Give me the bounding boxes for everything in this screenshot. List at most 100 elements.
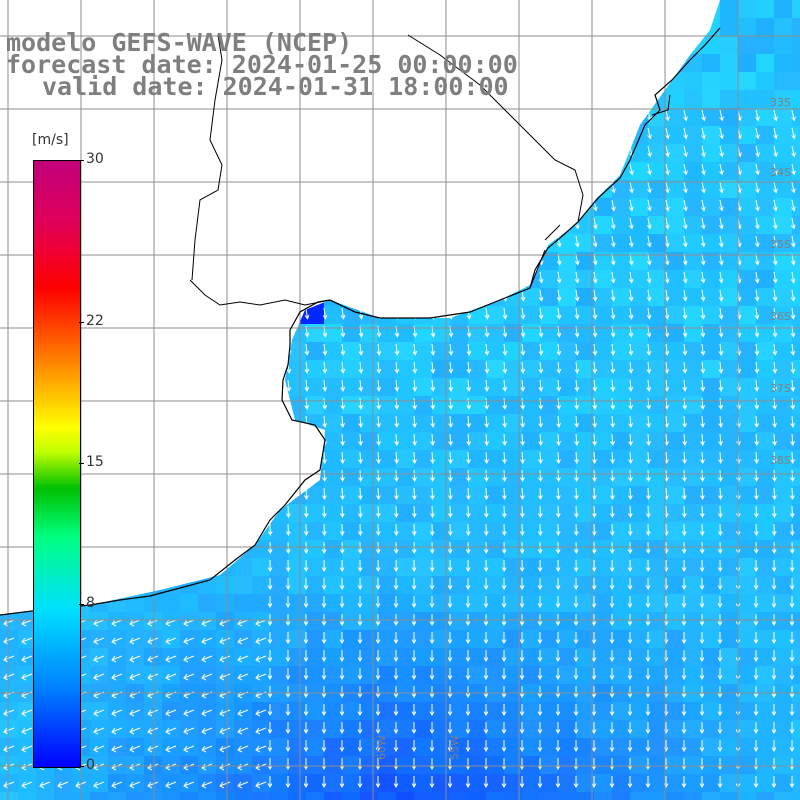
wind-arrow [286, 379, 292, 392]
wind-arrow [591, 722, 597, 735]
wind-arrow [627, 559, 633, 573]
wind-arrow [129, 745, 141, 753]
wind-cell [612, 774, 630, 792]
wind-arrow [717, 577, 723, 591]
wind-arrow [609, 722, 615, 735]
wind-cell [540, 288, 558, 306]
wind-arrow [609, 595, 615, 609]
wind-cell [684, 540, 702, 558]
wind-cell [342, 702, 360, 720]
wind-cell [576, 378, 594, 396]
wind-arrow [321, 650, 327, 663]
colorbar-unit: [m/s] [32, 132, 69, 148]
wind-cell [504, 720, 522, 738]
wind-cell [270, 576, 288, 594]
wind-arrow [592, 235, 598, 248]
wind-arrow [519, 559, 525, 573]
wind-cell [774, 162, 792, 180]
wind-arrow [683, 181, 688, 194]
wind-arrow [646, 361, 652, 374]
wind-arrow [483, 776, 489, 789]
wind-arrow [537, 595, 543, 609]
wind-cell [450, 414, 468, 432]
wind-cell [540, 648, 558, 666]
wind-cell [486, 342, 504, 360]
wind-arrow [447, 632, 453, 645]
wind-arrow [201, 781, 213, 789]
wind-arrow [789, 650, 795, 663]
wind-arrow [465, 776, 471, 789]
wind-arrow [304, 361, 310, 374]
wind-arrow [647, 217, 652, 230]
wind-arrow [772, 307, 778, 320]
wind-cell [324, 486, 342, 504]
wind-arrow [717, 722, 723, 735]
wind-cell [756, 558, 774, 576]
wind-cell [432, 648, 450, 666]
wind-cell [756, 468, 774, 486]
wind-cell [342, 432, 360, 450]
wind-cell [684, 90, 702, 108]
wind-cell [360, 702, 378, 720]
wind-cell [0, 648, 18, 666]
wind-cell [792, 180, 800, 198]
wind-cell [720, 522, 738, 540]
wind-arrow [520, 289, 526, 302]
wind-arrow [201, 655, 213, 663]
wind-arrow [339, 776, 345, 789]
wind-arrow [183, 709, 195, 717]
wind-arrow [573, 668, 579, 681]
wind-arrow [465, 722, 471, 735]
wind-cell [54, 792, 72, 800]
wind-cell [324, 702, 342, 720]
wind-arrow [700, 253, 706, 266]
wind-cell [774, 180, 792, 198]
wind-cell [774, 72, 792, 90]
wind-arrow [537, 722, 543, 735]
wind-arrow [645, 505, 651, 519]
wind-arrow [412, 379, 418, 392]
wind-arrow [375, 740, 381, 753]
wind-cell [792, 594, 800, 612]
wind-cell [450, 612, 468, 630]
wind-arrow [267, 595, 273, 609]
wind-cell [666, 378, 684, 396]
wind-cell [144, 774, 162, 792]
wind-arrow [790, 271, 796, 284]
wind-cell [18, 612, 36, 630]
wind-arrow [411, 668, 417, 681]
wind-arrow [772, 235, 778, 248]
wind-cell [630, 288, 648, 306]
wind-cell [756, 540, 774, 558]
wind-cell [576, 738, 594, 756]
wind-arrow [501, 668, 507, 681]
wind-cell [504, 792, 522, 800]
wind-arrow [303, 505, 309, 519]
wind-cell [486, 648, 504, 666]
wind-cell [144, 756, 162, 774]
wind-cell [558, 756, 576, 774]
wind-cell [378, 702, 396, 720]
wind-arrow [321, 505, 327, 519]
wind-cell [738, 270, 756, 288]
wind-cell [558, 594, 576, 612]
wind-cell [702, 108, 720, 126]
wind-arrow [237, 781, 249, 789]
wind-cell [774, 774, 792, 792]
wind-cell [504, 576, 522, 594]
wind-cell [756, 450, 774, 468]
wind-arrow [701, 199, 706, 212]
wind-arrow [520, 379, 526, 392]
wind-arrow [267, 686, 273, 699]
wind-arrow [717, 758, 723, 771]
wind-cell [720, 306, 738, 324]
wind-arrow [628, 469, 633, 482]
wind-arrow [393, 776, 399, 789]
wind-arrow [682, 307, 688, 320]
wind-arrow [447, 758, 453, 771]
wind-cell [684, 216, 702, 234]
wind-cell [792, 198, 800, 216]
wind-cell [378, 396, 396, 414]
wind-arrow [682, 271, 688, 284]
wind-arrow [375, 577, 381, 591]
